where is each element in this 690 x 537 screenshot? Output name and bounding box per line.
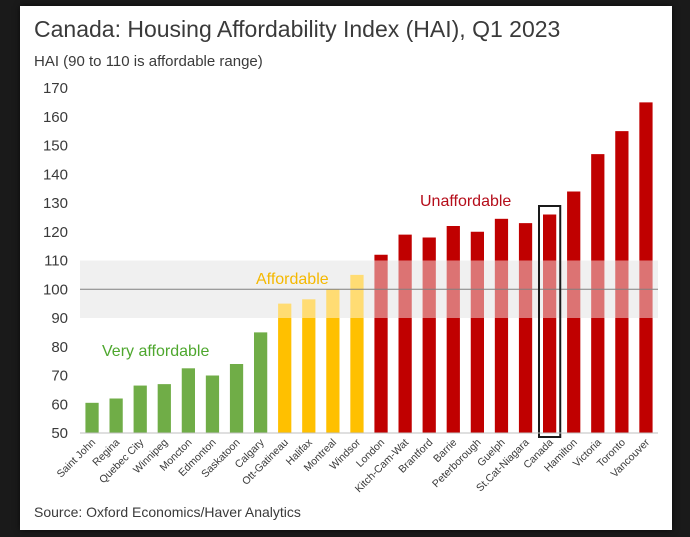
annotation-aff: Affordable [256, 271, 329, 288]
y-tick-label: 140 [43, 166, 68, 183]
y-tick-label: 130 [43, 195, 68, 212]
bar-chart: 5060708090100110120130140150160170Saint … [43, 80, 658, 495]
bar-winnipeg [157, 384, 171, 433]
bar-saint-john [85, 402, 99, 433]
annotation-very: Very affordable [102, 343, 209, 360]
bar-peterborough [470, 231, 484, 433]
bar-hamilton [567, 191, 581, 433]
bar-victoria [591, 154, 605, 433]
bar-toronto [615, 131, 629, 433]
bar-ott-gatineau [278, 303, 292, 433]
bar-windsor [350, 274, 364, 433]
bar-guelph [494, 218, 509, 433]
bar-canada [543, 214, 557, 433]
source-note: Source: Oxford Economics/Haver Analytics [34, 504, 301, 520]
bar-quebec-city [133, 385, 147, 433]
bar-halifax [302, 299, 316, 433]
bar-regina [109, 398, 123, 433]
y-tick-label: 120 [43, 224, 68, 241]
y-tick-label: 160 [43, 109, 68, 126]
bar-barrie [446, 226, 460, 433]
y-tick-label: 150 [43, 138, 68, 155]
bar-kitch-cam-wat [398, 234, 412, 433]
bar-calgary [254, 332, 268, 433]
bar-vancouver [639, 102, 653, 433]
y-tick-label: 80 [51, 339, 68, 356]
y-axis-label: HAI (90 to 110 is affordable range) [34, 53, 263, 70]
y-tick-label: 50 [51, 425, 68, 442]
y-tick-label: 90 [51, 310, 68, 327]
y-tick-label: 100 [43, 281, 68, 298]
chart-title: Canada: Housing Affordability Index (HAI… [34, 16, 561, 42]
y-tick-label: 70 [51, 368, 68, 385]
y-tick-label: 60 [51, 396, 68, 413]
bar-montreal [326, 289, 340, 433]
chart-card: Canada: Housing Affordability Index (HAI… [20, 6, 672, 530]
bar-moncton [181, 368, 195, 433]
bar-st-cat-niagara [518, 223, 533, 433]
bar-brantford [422, 237, 436, 433]
bar-edmonton [205, 375, 220, 433]
bar-london [374, 254, 388, 433]
highlight-box-canada [538, 205, 562, 438]
bar-saskatoon [229, 364, 244, 433]
y-tick-label: 170 [43, 80, 68, 97]
annotation-unaff: Unaffordable [420, 193, 511, 210]
y-tick-label: 110 [44, 253, 68, 270]
